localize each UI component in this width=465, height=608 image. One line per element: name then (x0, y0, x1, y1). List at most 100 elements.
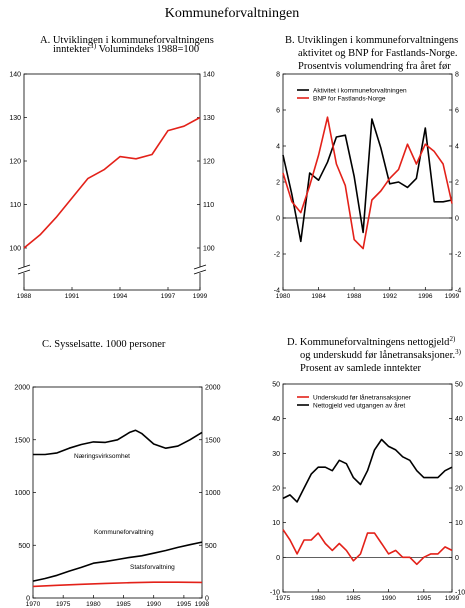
chart-c-x-tick-label: 1995 (177, 601, 192, 608)
chart-a-y-tick-label-right: 130 (203, 115, 215, 122)
chart-b-title-text: B. Utviklingen i kommuneforvaltningens (285, 35, 458, 46)
chart-d-title-text: D. Kommuneforvaltningens nettogjeld (287, 337, 450, 348)
chart-c-x-tick-label: 1985 (116, 601, 131, 608)
chart-b-y-tick-label-right: -2 (455, 252, 461, 259)
chart-c-y-tick-label-right: 500 (205, 543, 217, 550)
chart-d-title-line: Prosent av samlede inntekter (300, 363, 422, 374)
chart-b-title-text: aktivitet og BNP for Fastlands-Norge. (298, 48, 458, 59)
chart-b-title-text: Prosentvis volumendring fra året før (298, 61, 451, 72)
chart-b-legend-label: BNP for Fastlands-Norge (313, 96, 386, 103)
chart-c-title-text: C. Sysselsatte. 1000 personer (42, 339, 166, 350)
chart-d-title-text: Prosent av samlede inntekter (300, 363, 422, 374)
chart-a-line-series (23, 116, 201, 249)
chart-a-axis-break-gap (194, 267, 206, 273)
chart-b-title-line: B. Utviklingen i kommuneforvaltningens (285, 35, 458, 46)
chart-b-y-tick-label-right: 6 (455, 108, 459, 115)
chart-a-axis-break-mark (17, 269, 31, 275)
chart-b-y-tick-label-left: 4 (276, 144, 280, 151)
chart-a-x-tick-label: 1994 (113, 293, 128, 300)
chart-b-x-tick-label: 1984 (311, 293, 326, 300)
chart-c-line-kommuneforvaltning (32, 541, 203, 582)
chart-d-y-tick-label-left: 20 (272, 486, 280, 493)
chart-d-y-tick-label-left: 0 (276, 555, 280, 562)
chart-d-y-tick-label-right: -10 (455, 590, 465, 597)
chart-a-y-tick-label-right: 110 (203, 202, 214, 209)
chart-b-x-tick-label: 1996 (418, 293, 433, 300)
chart-b-x-tick-label: 1980 (276, 293, 291, 300)
chart-a-y-tick-label-right: 120 (203, 159, 215, 166)
chart-a-axis-break-mark (193, 264, 207, 270)
chart-b-y-tick-label-left: 6 (276, 108, 280, 115)
chart-d-title-line: og underskudd før lånetransaksjoner.3) (300, 348, 462, 361)
chart-d-y-tick-label-left: 30 (272, 451, 280, 458)
chart-b-y-tick-label-right: 0 (455, 216, 459, 223)
chart-b-y-tick-label-left: -4 (274, 288, 280, 295)
chart-c-line-statsforvaltning (32, 581, 203, 588)
chart-c-y-tick-label-left: 0 (26, 596, 30, 603)
chart-a-axis-break-mark (193, 269, 207, 275)
chart-panels: A. Utviklingen i kommuneforvaltningensin… (9, 35, 465, 608)
page-title: Kommuneforvaltningen (165, 6, 300, 21)
chart-c-y-tick-label-left: 2000 (14, 385, 30, 392)
chart-d-y-tick-label-left: 50 (272, 382, 280, 389)
chart-b-x-tick-label: 1988 (347, 293, 362, 300)
chart-a-y-tick-label-left: 140 (9, 72, 21, 79)
chart-c: C. Sysselsatte. 1000 personer 0 0 500 500 100… (14, 339, 220, 608)
chart-c-x-tick-label: 1970 (26, 601, 41, 608)
chart-b-line-aktivitet-i-kommuneforvaltningen (282, 118, 453, 243)
chart-b-x-tick-label: 1999 (445, 293, 460, 300)
chart-b-legend-label: Aktivitet i kommuneforvaltningen (313, 88, 407, 95)
chart-d-x-tick-label: 1975 (276, 595, 291, 602)
chart-a-title-text: A. Utviklingen i kommuneforvaltningens (40, 35, 214, 46)
chart-b-y-tick-label-left: 8 (276, 72, 280, 79)
chart-c-x-tick-label: 1998 (195, 601, 210, 608)
chart-b: B. Utviklingen i kommuneforvaltningens ak… (274, 35, 462, 300)
chart-a-title-tail: Volumindeks 1988=100 (96, 44, 199, 55)
chart-d-x-tick-label: 1995 (417, 595, 432, 602)
chart-a-x-tick-label: 1988 (17, 293, 32, 300)
chart-d-y-tick-label-right: 0 (455, 555, 459, 562)
chart-a-y-tick-label-left: 120 (9, 159, 21, 166)
chart-d-y-tick-label-left: -10 (270, 590, 280, 597)
chart-c-line-n-ringsvirksomhet (33, 429, 203, 456)
chart-a-footnote-mark: 1) (90, 42, 97, 50)
chart-d-line-underskudd-f-r-l-netransaksjoner (282, 529, 453, 566)
chart-d-x-tick-label: 1999 (445, 595, 460, 602)
chart-d-line-nettogjeld-ved-utgangen-av-ret (282, 438, 453, 503)
chart-d-y-tick-label-right: 20 (455, 486, 463, 493)
chart-d-legend-label: Nettogjeld ved utgangen av året (313, 402, 405, 410)
chart-d-y-tick-label-right: 50 (455, 382, 463, 389)
chart-a-y-tick-label-left: 100 (9, 246, 21, 253)
chart-a-y-tick-label-left: 110 (10, 202, 21, 209)
chart-a-x-tick-label: 1991 (65, 293, 80, 300)
chart-d-frame (282, 383, 453, 593)
chart-d-title-text: og underskudd før lånetransaksjoner. (300, 350, 455, 361)
chart-b-title-line: aktivitet og BNP for Fastlands-Norge. (298, 48, 458, 59)
chart-a-x-tick-label: 1997 (161, 293, 176, 300)
chart-d-y-tick-label-right: 10 (455, 520, 463, 527)
chart-b-x-tick-label: 1992 (383, 293, 398, 300)
chart-c-title-line: C. Sysselsatte. 1000 personer (42, 339, 166, 350)
chart-d-x-tick-label: 1985 (346, 595, 361, 602)
chart-c-x-tick-label: 1990 (146, 601, 161, 608)
chart-b-y-tick-label-left: 0 (276, 216, 280, 223)
chart-d-y-tick-label-right: 30 (455, 451, 463, 458)
chart-c-y-tick-label-left: 1000 (14, 490, 30, 497)
chart-a-y-tick-label-right: 100 (203, 246, 215, 253)
chart-d-y-tick-label-left: 10 (272, 520, 280, 527)
chart-c-series-annotation: Statsforvaltning (130, 564, 175, 571)
chart-a-title-line: A. Utviklingen i kommuneforvaltningens (40, 35, 214, 46)
chart-c-x-tick-label: 1975 (56, 601, 71, 608)
chart-a-y-tick-label-right: 140 (203, 72, 215, 79)
chart-c-y-tick-label-right: 0 (205, 596, 209, 603)
chart-b-y-tick-label-right: 8 (455, 72, 459, 79)
chart-c-series-annotation: Næringsvirksomhet (74, 453, 130, 460)
chart-d-x-tick-label: 1990 (381, 595, 396, 602)
chart-a-title-line: inntekter1) Volumindeks 1988=100 (53, 42, 199, 55)
chart-b-y-tick-label-right: 2 (455, 180, 459, 187)
chart-d-footnote-mark: 3) (455, 348, 462, 356)
chart-c-frame (32, 386, 203, 599)
chart-c-y-tick-label-left: 500 (18, 543, 30, 550)
chart-b-y-tick-label-left: 2 (276, 180, 280, 187)
